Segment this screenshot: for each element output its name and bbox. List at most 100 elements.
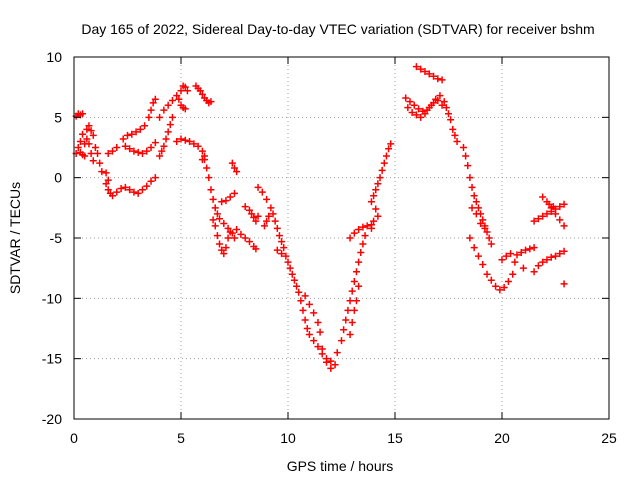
data-point xyxy=(164,128,172,136)
data-point xyxy=(355,282,363,290)
data-point xyxy=(408,109,416,117)
data-point xyxy=(346,297,354,305)
data-point xyxy=(346,234,354,242)
data-point xyxy=(130,188,138,196)
data-point xyxy=(94,150,102,158)
data-point xyxy=(138,150,146,158)
data-point xyxy=(278,250,286,258)
data-point xyxy=(222,197,230,205)
data-point xyxy=(113,188,121,196)
data-point xyxy=(162,135,170,143)
data-point xyxy=(156,152,164,160)
data-point xyxy=(241,203,249,211)
data-point xyxy=(466,234,474,242)
data-point xyxy=(547,253,555,261)
data-point xyxy=(130,147,138,155)
data-point xyxy=(522,246,530,254)
data-point xyxy=(254,183,262,191)
data-point xyxy=(511,258,519,266)
data-point xyxy=(273,224,281,232)
data-point xyxy=(481,224,489,232)
data-point xyxy=(543,210,551,218)
x-tick-label: 5 xyxy=(177,430,185,446)
data-point xyxy=(374,212,382,220)
data-point xyxy=(282,252,290,260)
data-point xyxy=(213,210,221,218)
y-tick-label: -20 xyxy=(42,411,62,427)
data-point xyxy=(98,168,106,176)
data-point xyxy=(305,300,313,308)
data-point xyxy=(286,264,294,272)
data-point xyxy=(158,147,166,155)
x-tick-label: 10 xyxy=(280,430,296,446)
data-point xyxy=(198,147,206,155)
data-point xyxy=(151,174,159,182)
data-point xyxy=(250,213,258,221)
data-point xyxy=(231,164,238,172)
data-point xyxy=(539,258,547,266)
data-point xyxy=(560,222,568,230)
data-point xyxy=(160,142,168,150)
data-point xyxy=(430,72,438,80)
data-point xyxy=(181,83,189,91)
y-tick-label: -10 xyxy=(42,290,62,306)
data-point xyxy=(164,101,172,109)
data-point xyxy=(87,127,95,135)
data-point xyxy=(363,222,371,230)
data-point xyxy=(216,240,224,248)
data-point xyxy=(417,65,425,73)
data-point xyxy=(258,188,266,196)
data-point xyxy=(504,277,512,285)
data-point xyxy=(113,144,121,151)
data-point xyxy=(483,228,491,236)
data-point xyxy=(96,159,104,167)
data-point xyxy=(151,139,159,147)
data-point xyxy=(487,240,495,248)
data-point xyxy=(530,244,538,252)
data-point xyxy=(442,104,450,112)
data-point xyxy=(519,264,527,272)
data-point xyxy=(483,270,491,278)
data-point xyxy=(427,101,435,109)
data-point xyxy=(327,357,335,365)
data-point xyxy=(74,144,82,151)
data-point xyxy=(556,203,564,211)
data-point xyxy=(211,222,219,230)
data-point xyxy=(263,217,271,225)
data-point xyxy=(145,113,153,121)
data-point xyxy=(211,204,219,212)
data-point xyxy=(124,131,131,139)
data-point xyxy=(361,232,369,240)
data-point xyxy=(284,258,292,266)
data-point xyxy=(241,234,249,242)
data-point xyxy=(370,217,378,225)
y-tick-label: -15 xyxy=(42,351,62,367)
data-point xyxy=(301,316,309,324)
data-point xyxy=(177,135,185,143)
y-tick-label: -5 xyxy=(50,230,63,246)
data-point xyxy=(382,152,390,160)
data-point xyxy=(290,276,298,284)
data-point xyxy=(166,121,174,129)
data-point xyxy=(147,177,155,185)
data-point xyxy=(560,280,568,288)
data-point xyxy=(421,67,429,75)
x-tick-label: 20 xyxy=(494,430,510,446)
data-point xyxy=(333,349,341,357)
data-point xyxy=(492,282,500,290)
data-point xyxy=(203,164,211,172)
data-point xyxy=(143,182,151,190)
data-point xyxy=(344,306,352,314)
data-point xyxy=(479,261,487,269)
data-point xyxy=(231,189,238,197)
data-point xyxy=(85,122,93,130)
data-point xyxy=(359,223,367,231)
data-point xyxy=(102,169,110,177)
data-point xyxy=(132,128,140,136)
data-point xyxy=(278,238,286,246)
x-tick-label: 15 xyxy=(387,430,403,446)
data-point xyxy=(466,174,474,182)
data-point xyxy=(412,111,420,119)
data-point xyxy=(451,131,459,139)
